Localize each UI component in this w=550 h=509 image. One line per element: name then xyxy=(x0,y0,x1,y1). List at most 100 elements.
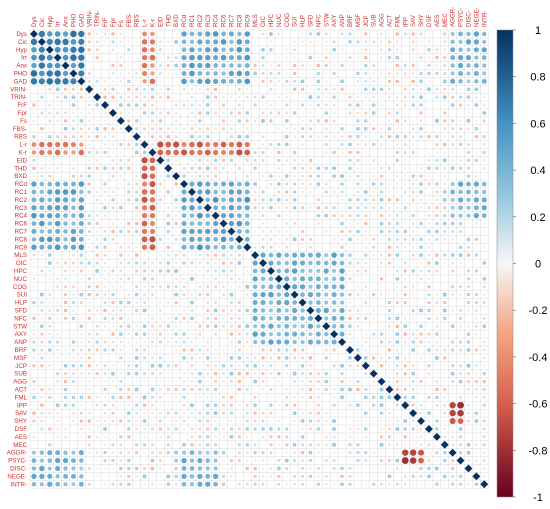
row-label: RC6 xyxy=(15,221,28,228)
correlation-cell xyxy=(104,277,107,280)
correlation-cell xyxy=(104,111,107,114)
correlation-cell xyxy=(427,206,431,210)
correlation-cell xyxy=(181,189,187,195)
correlation-cell xyxy=(174,135,178,139)
correlation-cell xyxy=(434,466,439,471)
correlation-cell xyxy=(197,78,203,85)
correlation-cell xyxy=(48,411,52,415)
correlation-cell xyxy=(483,254,485,256)
correlation-cell xyxy=(213,244,218,250)
correlation-cell xyxy=(39,450,45,455)
correlation-cell xyxy=(189,70,195,77)
correlation-cell xyxy=(64,269,67,273)
colorbar-tick-label: -0.8 xyxy=(529,445,548,457)
correlation-cell xyxy=(46,78,54,85)
correlation-cell xyxy=(364,372,368,376)
correlation-cell xyxy=(183,96,185,98)
correlation-cell xyxy=(419,95,423,100)
diagonal-cell xyxy=(306,306,315,315)
correlation-cell xyxy=(372,80,375,83)
correlation-cell xyxy=(141,70,148,77)
correlation-cell xyxy=(395,198,400,202)
correlation-cell xyxy=(380,467,383,470)
correlation-cell xyxy=(32,364,36,368)
correlation-cell xyxy=(197,228,203,235)
correlation-cell xyxy=(332,403,336,407)
correlation-cell xyxy=(189,474,195,479)
correlation-cell xyxy=(40,166,44,170)
correlation-cell xyxy=(419,466,423,471)
correlation-cell xyxy=(48,103,52,107)
correlation-cell xyxy=(244,54,251,61)
correlation-cell xyxy=(143,451,146,454)
correlation-cell xyxy=(348,229,352,233)
correlation-cell xyxy=(284,339,290,345)
correlation-cell xyxy=(104,333,106,335)
correlation-cell xyxy=(64,341,67,343)
correlation-cell xyxy=(308,127,312,131)
correlation-cell xyxy=(364,198,368,202)
correlation-cell xyxy=(364,79,368,83)
correlation-cell xyxy=(143,341,146,344)
correlation-cell xyxy=(341,349,343,351)
correlation-cell xyxy=(143,127,147,131)
correlation-cell xyxy=(420,230,422,233)
correlation-cell xyxy=(159,293,162,296)
correlation-cell xyxy=(348,134,352,139)
correlation-cell xyxy=(32,285,35,288)
correlation-cell xyxy=(189,213,195,218)
correlation-cell xyxy=(197,466,203,471)
column-label: Fs xyxy=(118,20,125,27)
correlation-cell xyxy=(301,40,304,44)
correlation-cell xyxy=(411,63,415,68)
correlation-cell xyxy=(48,356,51,359)
correlation-cell xyxy=(356,71,360,76)
correlation-cell xyxy=(372,174,375,178)
correlation-cell xyxy=(483,159,486,162)
correlation-cell xyxy=(333,357,335,359)
correlation-cell xyxy=(96,380,99,383)
correlation-cell xyxy=(189,458,195,463)
correlation-cell xyxy=(349,373,351,375)
correlation-cell xyxy=(309,380,312,383)
row-label: FrF xyxy=(17,102,27,109)
correlation-cell xyxy=(31,473,37,480)
column-label: SFD xyxy=(307,14,314,27)
correlation-cell xyxy=(411,388,415,391)
correlation-cell xyxy=(420,215,422,217)
correlation-cell xyxy=(348,56,352,60)
correlation-cell xyxy=(175,436,177,438)
correlation-cell xyxy=(356,80,360,83)
correlation-cell xyxy=(237,427,241,431)
correlation-cell xyxy=(356,56,359,59)
correlation-cell xyxy=(388,333,391,336)
correlation-cell xyxy=(230,285,233,288)
correlation-cell xyxy=(356,119,360,123)
correlation-cell xyxy=(420,373,422,375)
correlation-cell xyxy=(96,301,98,304)
correlation-cell xyxy=(364,143,368,146)
correlation-cell xyxy=(71,150,76,155)
correlation-cell xyxy=(111,458,115,463)
correlation-cell xyxy=(134,103,139,107)
correlation-cell xyxy=(404,41,406,43)
correlation-cell xyxy=(214,301,218,304)
correlation-cell xyxy=(223,302,225,304)
correlation-cell xyxy=(96,475,99,478)
correlation-cell xyxy=(143,87,147,91)
correlation-cell xyxy=(364,435,367,439)
correlation-cell xyxy=(174,56,178,60)
correlation-cell xyxy=(299,276,306,282)
correlation-cell xyxy=(450,213,455,218)
correlation-cell xyxy=(435,166,439,170)
diagonal-cell xyxy=(132,132,141,141)
correlation-cell xyxy=(435,348,439,352)
correlation-cell xyxy=(442,458,447,463)
correlation-cell xyxy=(246,278,249,280)
correlation-cell xyxy=(332,214,336,218)
correlation-cell xyxy=(419,411,423,415)
correlation-cell xyxy=(190,127,194,131)
correlation-cell xyxy=(308,458,313,463)
correlation-cell xyxy=(261,143,265,146)
correlation-cell xyxy=(230,380,233,383)
